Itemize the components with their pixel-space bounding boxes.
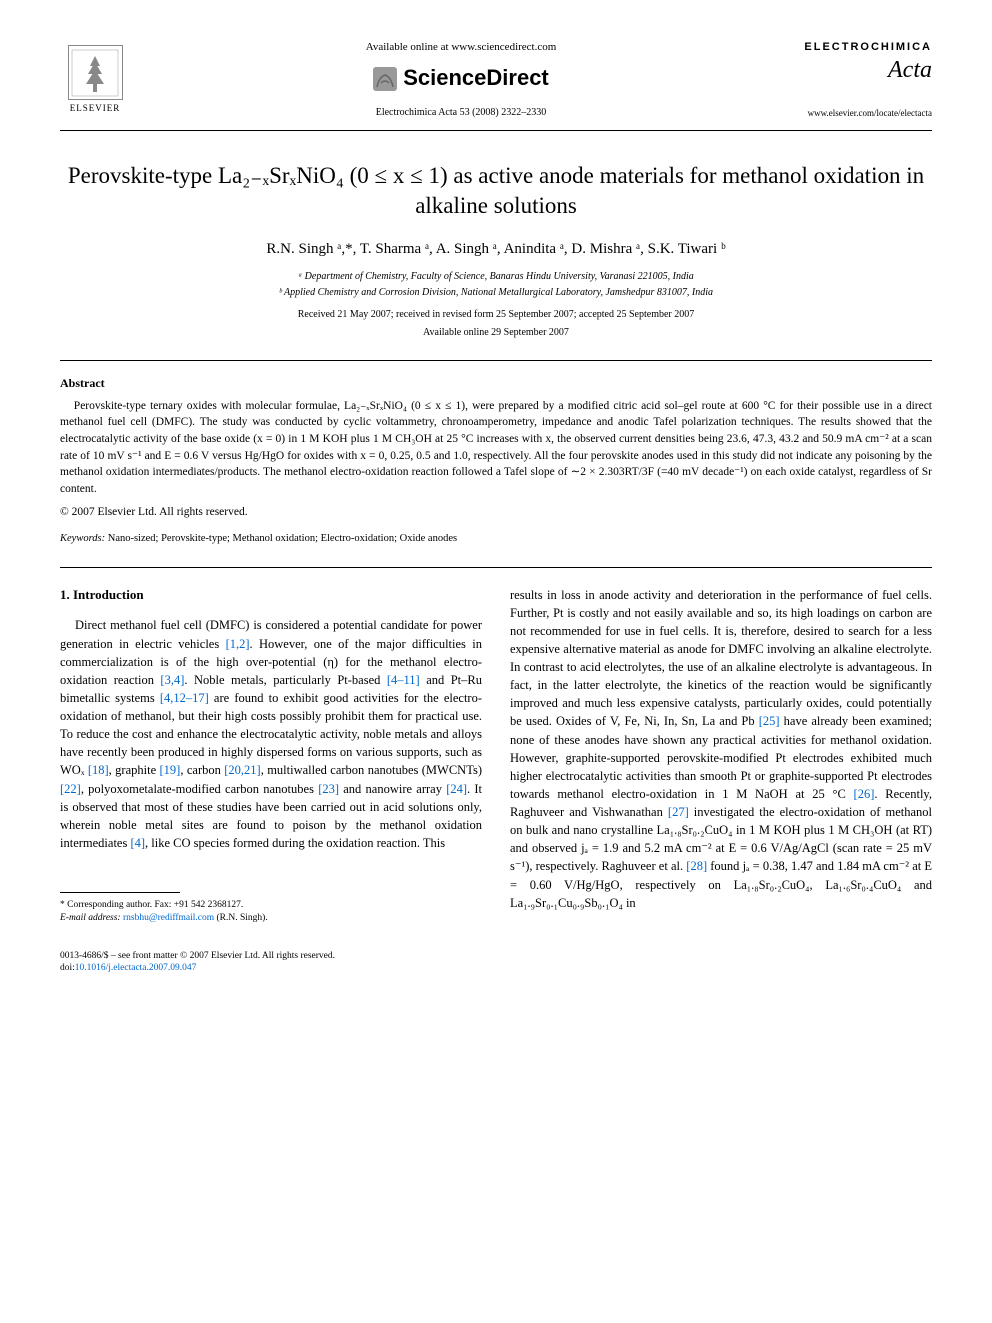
header-divider	[60, 130, 932, 131]
email-label: E-mail address:	[60, 913, 121, 923]
ref-link[interactable]: [1,2]	[226, 637, 250, 651]
sciencedirect-icon	[373, 67, 397, 91]
abstract-heading: Abstract	[60, 375, 932, 392]
available-online-text: Available online at www.sciencedirect.co…	[130, 40, 792, 55]
affiliation-b: ᵇ Applied Chemistry and Corrosion Divisi…	[60, 286, 932, 300]
text-fragment: and nanowire array	[339, 782, 446, 796]
doi-label: doi:	[60, 963, 75, 973]
ref-link[interactable]: [4]	[130, 836, 145, 850]
page-footer: 0013-4686/$ – see front matter © 2007 El…	[60, 950, 932, 975]
ref-link[interactable]: [27]	[668, 805, 689, 819]
abstract-copyright: © 2007 Elsevier Ltd. All rights reserved…	[60, 504, 932, 520]
text-fragment: , graphite	[109, 763, 160, 777]
ref-link[interactable]: [26]	[854, 787, 875, 801]
text-fragment: . Noble metals, particularly Pt-based	[184, 673, 386, 687]
header-row: ELSEVIER Available online at www.science…	[60, 40, 932, 120]
right-column: results in loss in anode activity and de…	[510, 586, 932, 926]
email-name: (R.N. Singh).	[217, 913, 268, 923]
journal-script: Acta	[792, 54, 932, 88]
doi-link[interactable]: 10.1016/j.electacta.2007.09.047	[75, 963, 197, 973]
corresponding-author: * Corresponding author. Fax: +91 542 236…	[60, 899, 482, 912]
text-fragment: , multiwalled carbon nanotubes (MWCNTs)	[261, 763, 482, 777]
sciencedirect-logo: ScienceDirect	[130, 63, 792, 94]
section-1-heading: 1. Introduction	[60, 586, 482, 605]
text-fragment: results in loss in anode activity and de…	[510, 588, 932, 729]
ref-link[interactable]: [18]	[88, 763, 109, 777]
abstract-divider-bottom	[60, 567, 932, 568]
affiliation-a: ᵃ Department of Chemistry, Faculty of Sc…	[60, 270, 932, 284]
sciencedirect-text: ScienceDirect	[403, 63, 549, 94]
center-header: Available online at www.sciencedirect.co…	[130, 40, 792, 120]
keywords-line: Keywords: Nano-sized; Perovskite-type; M…	[60, 532, 932, 547]
body-columns: 1. Introduction Direct methanol fuel cel…	[60, 586, 932, 926]
elsevier-label: ELSEVIER	[70, 102, 121, 115]
ref-link[interactable]: [20,21]	[224, 763, 260, 777]
intro-paragraph-right: results in loss in anode activity and de…	[510, 586, 932, 912]
email-line: E-mail address: rnsbhu@rediffmail.com (R…	[60, 912, 482, 925]
footer-copyright: 0013-4686/$ – see front matter © 2007 El…	[60, 950, 932, 962]
available-date: Available online 29 September 2007	[60, 326, 932, 340]
keywords-text: Nano-sized; Perovskite-type; Methanol ox…	[108, 533, 457, 544]
elsevier-tree-icon	[68, 45, 123, 100]
received-dates: Received 21 May 2007; received in revise…	[60, 308, 932, 322]
abstract-paragraph: Perovskite-type ternary oxides with mole…	[60, 398, 932, 498]
intro-paragraph-left: Direct methanol fuel cell (DMFC) is cons…	[60, 616, 482, 852]
article-title: Perovskite-type La₂₋ₓSrₓNiO₄ (0 ≤ x ≤ 1)…	[60, 161, 932, 221]
affiliations: ᵃ Department of Chemistry, Faculty of Sc…	[60, 270, 932, 300]
text-fragment: , polyoxometalate-modified carbon nanotu…	[81, 782, 318, 796]
abstract-text: Perovskite-type ternary oxides with mole…	[60, 398, 932, 498]
journal-logo: ELECTROCHIMICA Acta www.elsevier.com/loc…	[792, 40, 932, 120]
keywords-label: Keywords:	[60, 533, 105, 544]
abstract-divider-top	[60, 360, 932, 361]
ref-link[interactable]: [22]	[60, 782, 81, 796]
text-fragment: , carbon	[180, 763, 224, 777]
footnote-divider	[60, 892, 180, 893]
journal-url: www.elsevier.com/locate/electacta	[792, 107, 932, 120]
email-link[interactable]: rnsbhu@rediffmail.com	[123, 913, 214, 923]
left-column: 1. Introduction Direct methanol fuel cel…	[60, 586, 482, 926]
ref-link[interactable]: [24]	[446, 782, 467, 796]
authors-line: R.N. Singh ᵃ,*, T. Sharma ᵃ, A. Singh ᵃ,…	[60, 239, 932, 260]
ref-link[interactable]: [4,12–17]	[160, 691, 209, 705]
ref-link[interactable]: [3,4]	[160, 673, 184, 687]
ref-link[interactable]: [19]	[160, 763, 181, 777]
ref-link[interactable]: [4–11]	[387, 673, 420, 687]
footer-doi-line: doi:10.1016/j.electacta.2007.09.047	[60, 962, 932, 974]
elsevier-logo: ELSEVIER	[60, 40, 130, 120]
ref-link[interactable]: [28]	[686, 859, 707, 873]
footnote-block: * Corresponding author. Fax: +91 542 236…	[60, 899, 482, 926]
citation-line: Electrochimica Acta 53 (2008) 2322–2330	[130, 106, 792, 120]
ref-link[interactable]: [25]	[759, 714, 780, 728]
ref-link[interactable]: [23]	[318, 782, 339, 796]
text-fragment: , like CO species formed during the oxid…	[145, 836, 445, 850]
